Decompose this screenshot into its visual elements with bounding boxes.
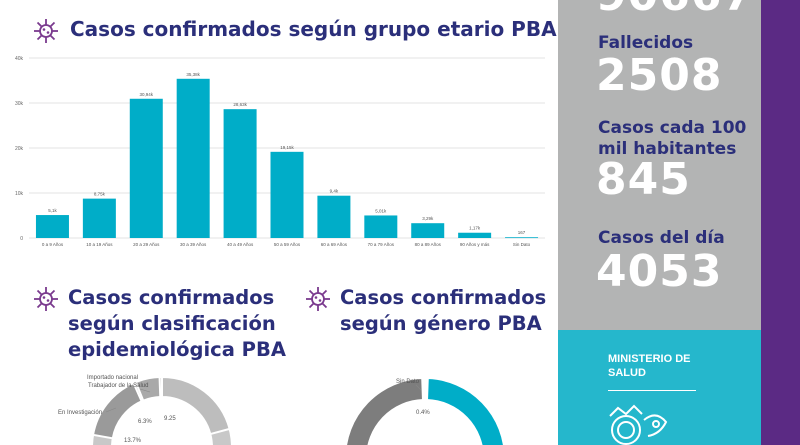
x-tick-label: 60 a 69 Años bbox=[321, 242, 348, 247]
slice-label: Sin Dato bbox=[396, 379, 420, 385]
rate-label: Casos cada 100 mil habitantes bbox=[598, 118, 746, 160]
leader-line bbox=[415, 384, 422, 391]
x-tick-label: 20 a 29 Años bbox=[133, 242, 160, 247]
donut-slice bbox=[91, 381, 143, 440]
data-label: 5,1k bbox=[48, 208, 57, 213]
y-tick-label: 10k bbox=[15, 191, 24, 197]
data-label: 5,01k bbox=[375, 208, 387, 213]
total-cases-value: 90667 bbox=[596, 0, 754, 20]
data-label: 30,94k bbox=[140, 92, 154, 97]
epi-title-line: Casos confirmados bbox=[68, 286, 275, 309]
bar bbox=[411, 223, 445, 238]
y-tick-label: 30k bbox=[15, 101, 24, 107]
virus-icon bbox=[34, 19, 58, 43]
gender-donut-chart: Sin Dato 0.4% bbox=[345, 377, 505, 445]
data-label: 1,17k bbox=[469, 226, 481, 231]
rate-value: 845 bbox=[596, 154, 691, 205]
x-tick-label: 30 a 39 Años bbox=[180, 242, 207, 247]
donut-slice bbox=[345, 377, 425, 445]
data-label: 167 bbox=[518, 230, 526, 235]
deaths-value: 2508 bbox=[596, 50, 723, 101]
slice-label: En Investigación bbox=[58, 410, 102, 416]
gender-title-line: según género PBA bbox=[340, 312, 542, 335]
bar bbox=[223, 109, 257, 238]
donut-slice bbox=[161, 375, 231, 436]
deaths-label: Fallecidos bbox=[598, 33, 694, 53]
bar bbox=[35, 215, 69, 238]
x-tick-label: Sin Dato bbox=[513, 242, 531, 247]
data-label: 9,4k bbox=[330, 189, 339, 194]
bar bbox=[364, 215, 398, 238]
province-seal-icon bbox=[609, 404, 668, 445]
rate-label-line: Casos cada 100 bbox=[598, 118, 747, 138]
bar bbox=[176, 78, 210, 238]
bar bbox=[129, 98, 163, 238]
epi-donut-chart: Importado nacional Trabajador de la Salud… bbox=[58, 375, 233, 445]
leader-line bbox=[105, 407, 117, 413]
gender-title-line: Casos confirmados bbox=[340, 286, 547, 309]
slice-value: 9.25 bbox=[164, 416, 176, 422]
side-stripe bbox=[761, 0, 800, 445]
x-tick-label: 10 a 19 Años bbox=[86, 242, 113, 247]
bar bbox=[458, 232, 492, 238]
stats-panel: 90667 Fallecidos 2508 Casos cada 100 mil… bbox=[558, 0, 761, 445]
slice-value: 13.7% bbox=[124, 438, 142, 444]
x-tick-label: 70 a 79 Años bbox=[368, 242, 395, 247]
epi-chart-title: Casos confirmados según clasificación ep… bbox=[68, 285, 286, 363]
data-label: 8,75k bbox=[94, 192, 106, 197]
ministry-name: MINISTERIO DE SALUD bbox=[608, 353, 691, 379]
data-label: 19,15k bbox=[280, 145, 294, 150]
x-tick-label: 80 a 89 Años bbox=[415, 242, 442, 247]
bar bbox=[317, 195, 351, 238]
gender-chart-title: Casos confirmados según género PBA bbox=[340, 285, 546, 337]
leader-line bbox=[139, 388, 151, 393]
x-tick-label: 50 a 59 Años bbox=[274, 242, 301, 247]
slice-value: 6.3% bbox=[138, 419, 152, 425]
bar bbox=[505, 237, 539, 239]
bar bbox=[270, 151, 304, 238]
data-label: 35,38k bbox=[186, 72, 200, 77]
data-label: 3,29k bbox=[422, 216, 434, 221]
epi-title-line: epidemiológica PBA bbox=[68, 338, 286, 361]
bar bbox=[82, 198, 116, 238]
virus-icon bbox=[34, 287, 58, 311]
x-tick-label: 0 a 9 Años bbox=[42, 242, 64, 247]
daily-cases-label: Casos del día bbox=[598, 228, 725, 248]
slice-value: 0.4% bbox=[416, 410, 430, 416]
donut-slice bbox=[134, 376, 162, 402]
slice-label: Importado nacional bbox=[87, 375, 138, 381]
y-tick-label: 0 bbox=[20, 236, 23, 242]
y-tick-label: 20k bbox=[15, 146, 24, 152]
divider bbox=[608, 390, 696, 391]
age-chart-title: Casos confirmados según grupo etario PBA bbox=[70, 17, 557, 41]
x-tick-label: 90 Años y más bbox=[460, 242, 490, 247]
ministry-box: MINISTERIO DE SALUD bbox=[558, 330, 761, 445]
data-label: 28,63k bbox=[233, 102, 247, 107]
slice-label: Trabajador de la Salud bbox=[88, 383, 148, 389]
y-tick-label: 40k bbox=[15, 56, 24, 62]
x-tick-label: 40 a 49 Años bbox=[227, 242, 254, 247]
rate-label-line: mil habitantes bbox=[598, 139, 737, 159]
virus-icon bbox=[306, 287, 330, 311]
donut-slice bbox=[425, 377, 505, 445]
epi-title-line: según clasificación bbox=[68, 312, 276, 335]
age-group-bar-chart: 0 10k 20k 30k 40k 5,1k 0 a 9 Años 8,75k 10 a 19 … bbox=[15, 56, 545, 247]
daily-cases-value: 4053 bbox=[596, 246, 723, 297]
